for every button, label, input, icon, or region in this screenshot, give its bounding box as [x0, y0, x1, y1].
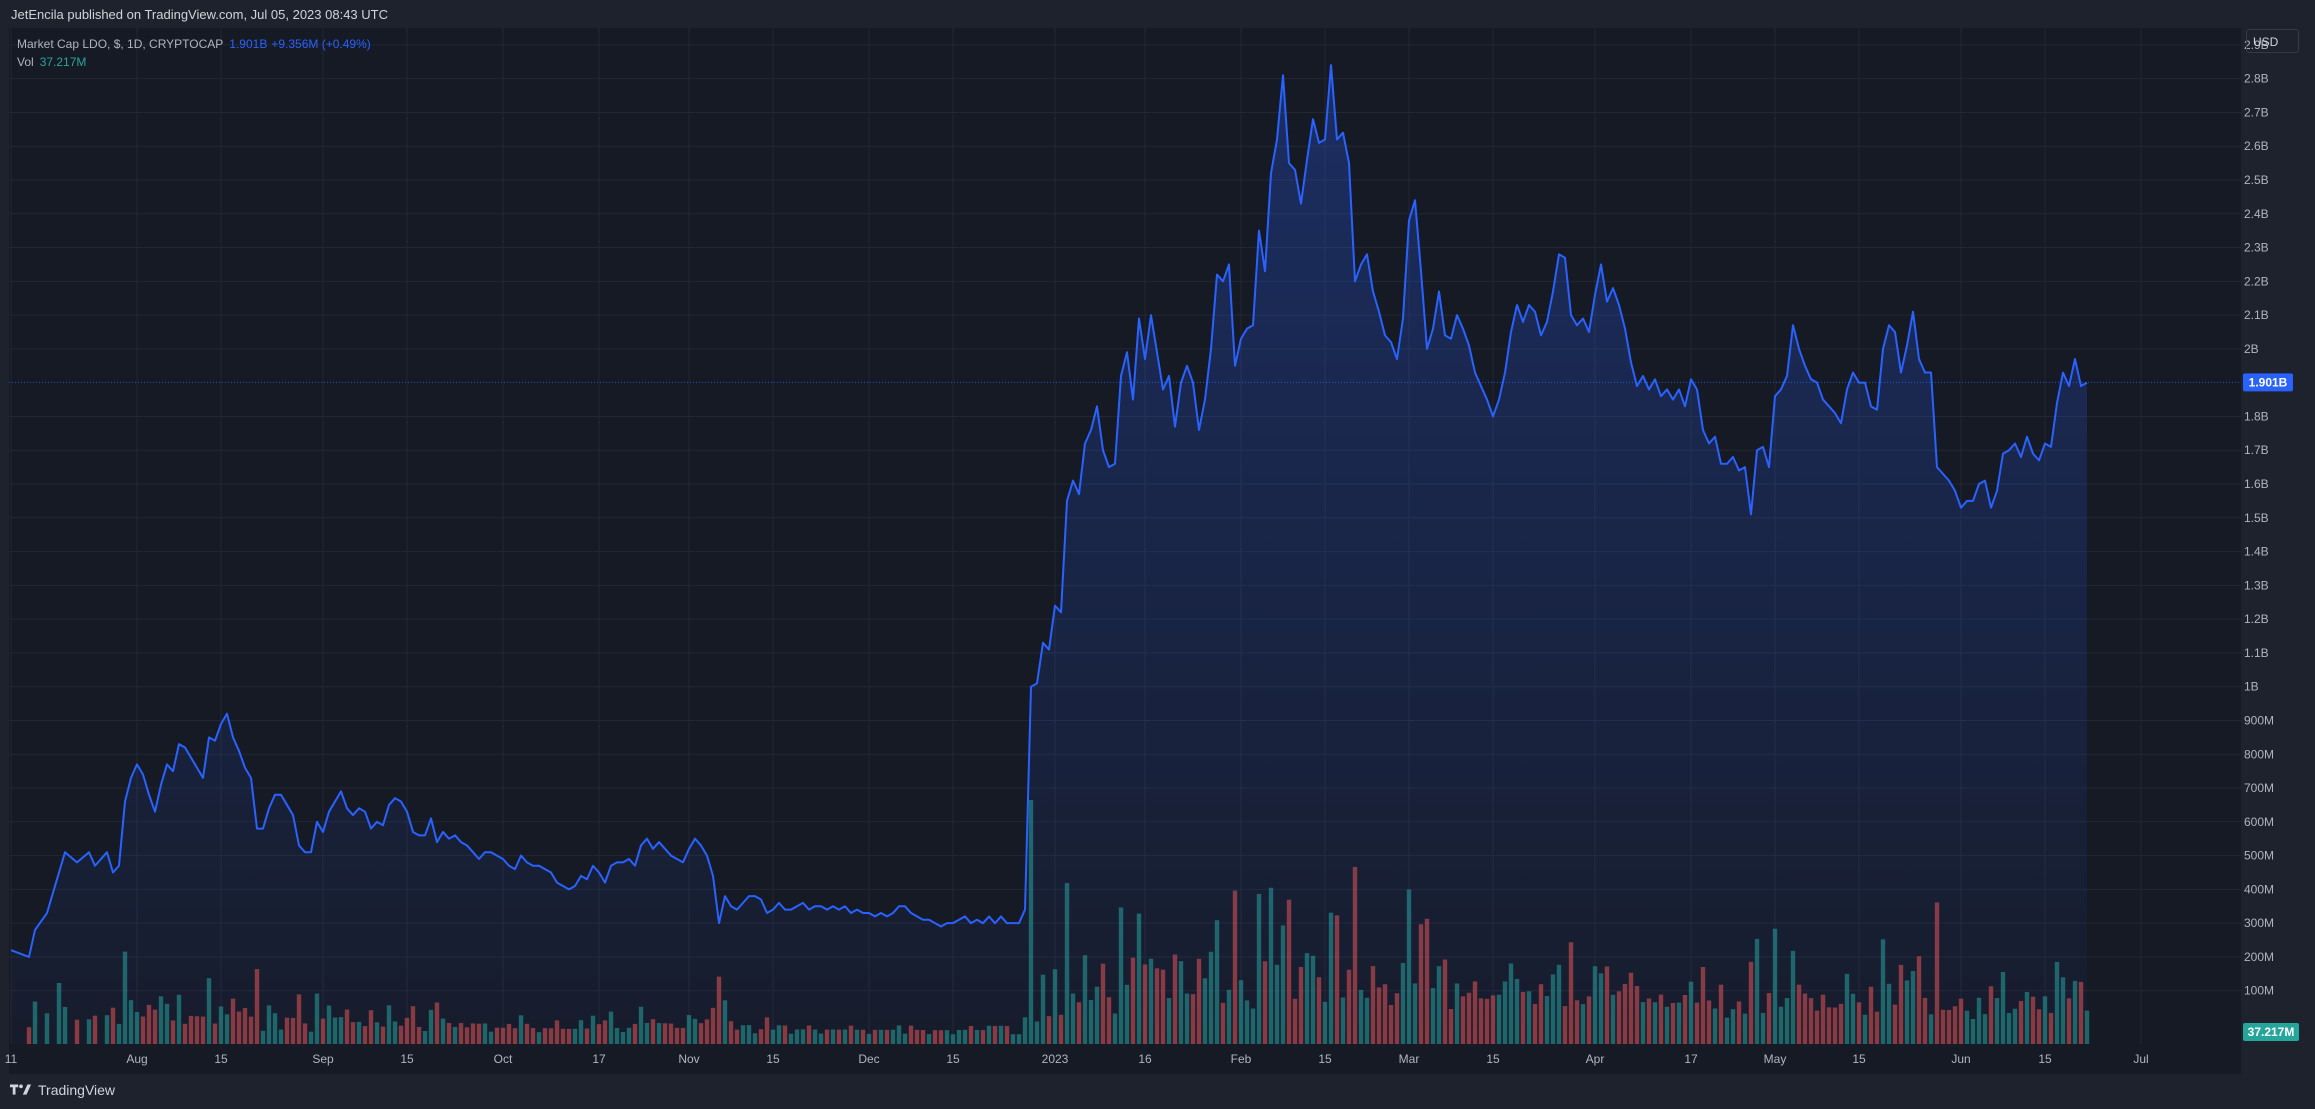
x-tick-label: 11	[5, 1052, 18, 1066]
x-tick-label: Jun	[1951, 1052, 1970, 1066]
y-tick-label: 300M	[2244, 916, 2274, 930]
tradingview-logo[interactable]: TradingView	[10, 1082, 115, 1098]
y-tick-label: 1B	[2244, 680, 2259, 694]
y-tick-label: 2.9B	[2244, 38, 2269, 52]
y-tick-label: 1.5B	[2244, 511, 2269, 525]
x-tick-label: Apr	[1586, 1052, 1605, 1066]
legend-last-value: 1.901B	[229, 37, 268, 51]
x-tick-label: Dec	[858, 1052, 879, 1066]
tradingview-logo-icon	[10, 1084, 32, 1095]
y-tick-label: 2.2B	[2244, 274, 2269, 288]
y-tick-label: 100M	[2244, 984, 2274, 998]
y-tick-label: 2.1B	[2244, 308, 2269, 322]
x-tick-label: Nov	[678, 1052, 699, 1066]
x-tick-label: 15	[214, 1052, 228, 1066]
last-price-badge	[2243, 373, 2293, 392]
x-tick-label: 15	[1852, 1052, 1866, 1066]
time-scale-area	[9, 1044, 2241, 1074]
footer-bar	[0, 1074, 2315, 1109]
x-tick-label: 17	[592, 1052, 606, 1066]
y-tick-label: 500M	[2244, 849, 2274, 863]
legend-volume-label[interactable]: Vol	[17, 55, 34, 69]
legend-symbol[interactable]: Market Cap LDO, $, 1D, CRYPTOCAP	[17, 37, 224, 51]
x-tick-label: 15	[766, 1052, 780, 1066]
last-volume-badge	[2243, 1023, 2299, 1041]
chart-legend: Market Cap LDO, $, 1D, CRYPTOCAP 1.901B +9…	[17, 35, 371, 71]
header-bar: JetEncila published on TradingView.com, …	[0, 0, 2315, 28]
market-cap-line	[10, 64, 2088, 958]
y-tick-label: 1.4B	[2244, 545, 2269, 559]
y-tick-label: 600M	[2244, 815, 2274, 829]
x-tick-label: 15	[2038, 1052, 2052, 1066]
x-tick-label: 15	[1318, 1052, 1332, 1066]
y-tick-label: 2B	[2244, 342, 2259, 356]
y-tick-label: 2.4B	[2244, 207, 2269, 221]
x-tick-label: Feb	[1231, 1052, 1252, 1066]
x-tick-label: 17	[1684, 1052, 1698, 1066]
x-tick-label: 15	[400, 1052, 414, 1066]
x-tick-label: 2023	[1042, 1052, 1069, 1066]
last-price-label: 1.901B	[2249, 375, 2288, 389]
x-tick-label: May	[1764, 1052, 1787, 1066]
y-tick-label: 2.6B	[2244, 139, 2269, 153]
y-tick-label: 700M	[2244, 781, 2274, 795]
x-tick-label: Sep	[312, 1052, 334, 1066]
y-tick-label: 1.6B	[2244, 477, 2269, 491]
y-tick-label: 2.8B	[2244, 72, 2269, 86]
area-fill	[11, 65, 2087, 1044]
published-text: JetEncila published on TradingView.com, …	[11, 7, 388, 22]
y-tick-label: 1.8B	[2244, 409, 2269, 423]
y-tick-label: 900M	[2244, 713, 2274, 727]
x-tick-label: Oct	[494, 1052, 513, 1066]
price-scale-area	[2241, 28, 2315, 1044]
y-tick-label: 400M	[2244, 882, 2274, 896]
legend-change: +9.356M (+0.49%)	[271, 37, 371, 51]
legend-row-main: Market Cap LDO, $, 1D, CRYPTOCAP 1.901B +9…	[17, 35, 371, 53]
y-tick-label: 1.2B	[2244, 612, 2269, 626]
y-tick-label: 1.7B	[2244, 443, 2269, 457]
legend-row-volume: Vol 37.217M	[17, 53, 371, 71]
legend-volume-value: 37.217M	[39, 55, 87, 69]
x-tick-label: Jul	[2133, 1052, 2148, 1066]
tradingview-brand: TradingView	[38, 1082, 116, 1098]
x-tick-label: Mar	[1399, 1052, 1420, 1066]
y-tick-label: 800M	[2244, 747, 2274, 761]
last-volume-label: 37.217M	[2248, 1025, 2295, 1039]
x-tick-label: 15	[946, 1052, 960, 1066]
x-tick-label: Aug	[126, 1052, 147, 1066]
y-tick-label: 2.7B	[2244, 105, 2269, 119]
y-tick-label: 200M	[2244, 950, 2274, 964]
x-tick-label: 16	[1138, 1052, 1152, 1066]
currency-button[interactable]: USD	[2246, 29, 2299, 53]
x-tick-label: 15	[1486, 1052, 1500, 1066]
y-tick-label: 2.3B	[2244, 241, 2269, 255]
y-tick-label: 1.3B	[2244, 578, 2269, 592]
y-tick-label: 2.5B	[2244, 173, 2269, 187]
y-tick-label: 1.1B	[2244, 646, 2269, 660]
